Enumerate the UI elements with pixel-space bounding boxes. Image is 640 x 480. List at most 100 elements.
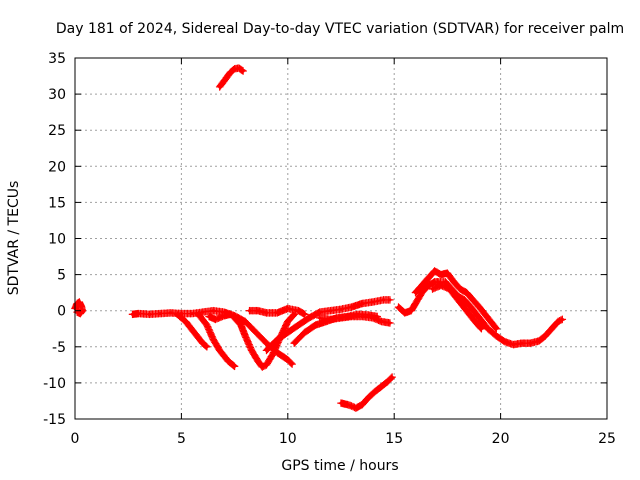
data-point	[560, 317, 564, 321]
data-point	[264, 311, 269, 315]
data-point	[75, 310, 79, 314]
data-point	[256, 309, 260, 313]
data-point	[430, 287, 435, 291]
data-point	[271, 352, 275, 356]
data-point	[239, 323, 243, 327]
y-tick-label: 10	[48, 232, 66, 248]
data-point	[190, 311, 194, 316]
data-point	[77, 300, 81, 304]
data-point	[192, 330, 196, 334]
data-point	[350, 305, 354, 309]
data-point	[379, 384, 384, 389]
y-tick-label: 15	[48, 195, 66, 211]
data-point	[350, 314, 354, 319]
data-point	[403, 311, 407, 315]
data-point	[241, 69, 245, 73]
data-point	[78, 311, 82, 316]
data-point	[286, 306, 290, 311]
data-point	[360, 402, 364, 407]
data-point	[494, 334, 498, 338]
data-point	[345, 402, 349, 407]
y-axis-label: SDTVAR / TECUs	[6, 181, 22, 296]
data-point	[350, 404, 354, 408]
data-point	[396, 305, 401, 309]
data-point	[286, 319, 290, 324]
data-point	[367, 395, 371, 399]
data-point	[201, 341, 205, 345]
data-point	[379, 319, 384, 324]
data-point	[213, 317, 218, 321]
series-track-m	[394, 277, 567, 349]
series-track-g	[230, 310, 299, 371]
data-point	[420, 291, 424, 295]
data-point	[296, 323, 301, 327]
data-point	[224, 76, 228, 80]
data-point	[543, 334, 547, 338]
data-point	[473, 319, 477, 324]
data-point	[79, 304, 83, 308]
data-point	[373, 389, 377, 394]
y-tick-label: -15	[43, 412, 66, 428]
data-point	[486, 327, 490, 331]
x-tick-label: 20	[492, 431, 510, 447]
data-point	[445, 271, 449, 275]
data-point	[388, 321, 392, 325]
data-point	[247, 309, 252, 313]
data-point	[307, 316, 311, 320]
data-point	[360, 314, 364, 319]
data-point	[237, 66, 241, 70]
data-point	[205, 323, 209, 327]
data-point	[233, 364, 237, 368]
data-point	[339, 307, 343, 311]
data-point	[390, 375, 394, 379]
data-point	[313, 323, 318, 327]
data-point	[477, 316, 481, 320]
data-point	[292, 341, 296, 345]
data-point	[290, 362, 294, 366]
data-point	[218, 85, 222, 89]
data-point	[371, 300, 375, 304]
data-point	[452, 280, 456, 284]
series-track-a	[71, 298, 87, 318]
data-point	[296, 309, 301, 313]
data-point	[243, 334, 247, 338]
series-track-l	[337, 373, 396, 413]
data-point	[286, 330, 290, 334]
grid	[75, 58, 607, 419]
data-point	[426, 276, 430, 280]
x-tick-label: 15	[385, 431, 403, 447]
data-point	[537, 339, 541, 343]
data-point	[511, 343, 515, 347]
data-point	[462, 298, 467, 302]
data-point	[264, 341, 269, 345]
data-point	[439, 273, 443, 277]
data-point	[175, 312, 179, 316]
data-point	[447, 287, 452, 291]
data-point	[80, 309, 85, 313]
data-point	[388, 298, 392, 302]
data-point	[339, 316, 343, 320]
data-point	[222, 314, 226, 318]
data-point	[477, 305, 481, 309]
data-point	[211, 337, 215, 342]
data-point	[550, 327, 554, 331]
series-track-b	[215, 64, 247, 91]
series-track-e	[194, 310, 239, 371]
data-point	[386, 379, 390, 384]
data-point	[275, 311, 279, 315]
data-point	[354, 406, 358, 410]
data-point	[137, 311, 141, 316]
data-point	[201, 310, 205, 314]
data-point	[228, 312, 232, 316]
data-point	[439, 283, 443, 288]
data-point	[328, 317, 332, 321]
data-point	[464, 309, 469, 313]
data-point	[233, 67, 237, 71]
data-point	[318, 316, 322, 320]
series-track-i	[262, 296, 394, 355]
y-tick-label: 5	[57, 268, 66, 284]
data-point	[211, 309, 215, 313]
axis-ticks: 0 5 10 15 20 25 35 30 25 20 15 10 5 0 -5 -10 -15	[43, 51, 616, 447]
data-point	[184, 319, 188, 324]
